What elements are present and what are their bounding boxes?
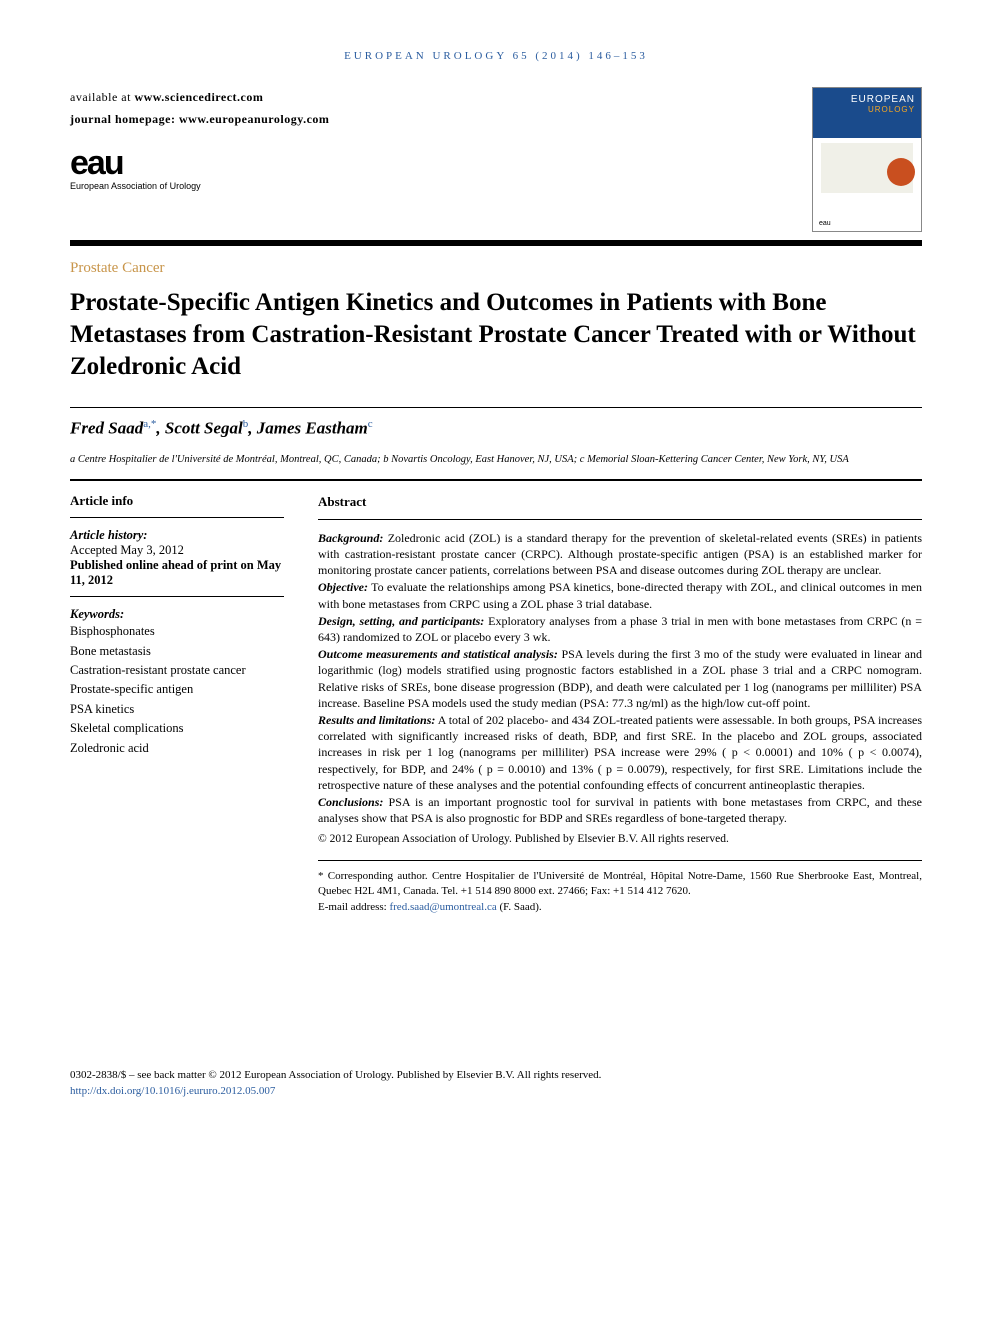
- published-online: Published online ahead of print on May 1…: [70, 558, 284, 588]
- abstract-label: Outcome measurements and statistical ana…: [318, 647, 558, 661]
- accepted-date: Accepted May 3, 2012: [70, 543, 284, 558]
- eau-logo-subtitle: European Association of Urology: [70, 181, 201, 191]
- cover-footer-mark: eau: [819, 220, 831, 227]
- abstract-label: Results and limitations:: [318, 713, 435, 727]
- email-label: E-mail address:: [318, 901, 389, 913]
- keyword-item: Bisphosphonates: [70, 622, 284, 641]
- abstract-label: Design, setting, and participants:: [318, 614, 484, 628]
- doi-link[interactable]: http://dx.doi.org/10.1016/j.eururo.2012.…: [70, 1083, 922, 1100]
- abstract-text: To evaluate the relationships among PSA …: [318, 580, 922, 610]
- info-abstract-row: Article info Article history: Accepted M…: [70, 479, 922, 927]
- abstract-objective: Objective: To evaluate the relationships…: [318, 579, 922, 611]
- article-category: Prostate Cancer: [70, 260, 922, 277]
- abstract-design: Design, setting, and participants: Explo…: [318, 613, 922, 645]
- article-info-column: Article info Article history: Accepted M…: [70, 481, 300, 927]
- masthead-rule: [70, 240, 922, 246]
- eau-logo: eau European Association of Urology: [70, 148, 201, 191]
- author-list: Fred Saada,*, Scott Segalb, James Eastha…: [70, 418, 922, 439]
- keyword-item: Skeletal complications: [70, 719, 284, 738]
- page-footer: 0302-2838/$ – see back matter © 2012 Eur…: [70, 1067, 922, 1100]
- abstract-results: Results and limitations: A total of 202 …: [318, 712, 922, 793]
- journal-cover-thumbnail: EUROPEAN UROLOGY eau: [812, 87, 922, 232]
- footer-copyright: 0302-2838/$ – see back matter © 2012 Eur…: [70, 1067, 922, 1084]
- keywords-list: Bisphosphonates Bone metastasis Castrati…: [70, 622, 284, 758]
- masthead-left: available at www.sciencedirect.com journ…: [70, 87, 812, 191]
- info-rule: [70, 596, 284, 597]
- keyword-item: Castration-resistant prostate cancer: [70, 661, 284, 680]
- availability-url-2: www.europeanurology.com: [179, 112, 329, 126]
- title-rule: [70, 407, 922, 408]
- corr-email-link[interactable]: fred.saad@umontreal.ca: [389, 901, 496, 913]
- author-name: Scott Segal: [165, 419, 243, 438]
- author-name: Fred Saad: [70, 419, 143, 438]
- corr-text: Corresponding author. Centre Hospitalier…: [318, 870, 922, 897]
- cover-subtitle: UROLOGY: [813, 105, 921, 114]
- author-affiliation-mark: a,*: [143, 418, 156, 430]
- keyword-item: Prostate-specific antigen: [70, 680, 284, 699]
- availability-prefix-1: available at: [70, 90, 134, 104]
- abstract-copyright: © 2012 European Association of Urology. …: [318, 832, 922, 848]
- availability-line-2: journal homepage: www.europeanurology.co…: [70, 109, 812, 131]
- keyword-item: Bone metastasis: [70, 642, 284, 661]
- availability-line-1: available at www.sciencedirect.com: [70, 87, 812, 109]
- abstract-background: Background: Zoledronic acid (ZOL) is a s…: [318, 530, 922, 579]
- eau-logo-mark: eau: [70, 148, 123, 179]
- abstract-rule: [318, 519, 922, 520]
- info-rule: [70, 517, 284, 518]
- author-affiliation-mark: c: [368, 418, 373, 430]
- availability-prefix-2: journal homepage:: [70, 112, 179, 126]
- cover-badge-icon: [887, 158, 915, 186]
- publisher-logo: eau European Association of Urology: [70, 148, 812, 191]
- cover-title: EUROPEAN: [813, 88, 921, 105]
- keyword-item: Zoledronic acid: [70, 739, 284, 758]
- article-info-heading: Article info: [70, 493, 284, 509]
- availability-url-1: www.sciencedirect.com: [134, 90, 263, 104]
- abstract-conclusions: Conclusions: PSA is an important prognos…: [318, 794, 922, 826]
- history-label: Article history:: [70, 528, 284, 543]
- keyword-item: PSA kinetics: [70, 700, 284, 719]
- keywords-label: Keywords:: [70, 607, 284, 622]
- abstract-outcome: Outcome measurements and statistical ana…: [318, 646, 922, 711]
- availability-block: available at www.sciencedirect.com journ…: [70, 87, 812, 130]
- abstract-label: Background:: [318, 531, 383, 545]
- article-title: Prostate-Specific Antigen Kinetics and O…: [70, 287, 922, 383]
- abstract-heading: Abstract: [318, 493, 922, 511]
- corresponding-author-block: * Corresponding author. Centre Hospitali…: [318, 860, 922, 915]
- abstract-column: Abstract Background: Zoledronic acid (ZO…: [300, 481, 922, 927]
- abstract-text: Zoledronic acid (ZOL) is a standard ther…: [318, 531, 922, 577]
- masthead-row: available at www.sciencedirect.com journ…: [70, 87, 922, 232]
- running-header: EUROPEAN UROLOGY 65 (2014) 146–153: [70, 50, 922, 62]
- corr-email-suffix: (F. Saad).: [497, 901, 542, 913]
- affiliations: a Centre Hospitalier de l'Université de …: [70, 453, 922, 468]
- abstract-text: PSA is an important prognostic tool for …: [318, 795, 922, 825]
- abstract-label: Conclusions:: [318, 795, 383, 809]
- abstract-label: Objective:: [318, 580, 368, 594]
- author-name: James Eastham: [257, 419, 368, 438]
- author-affiliation-mark: b: [243, 418, 249, 430]
